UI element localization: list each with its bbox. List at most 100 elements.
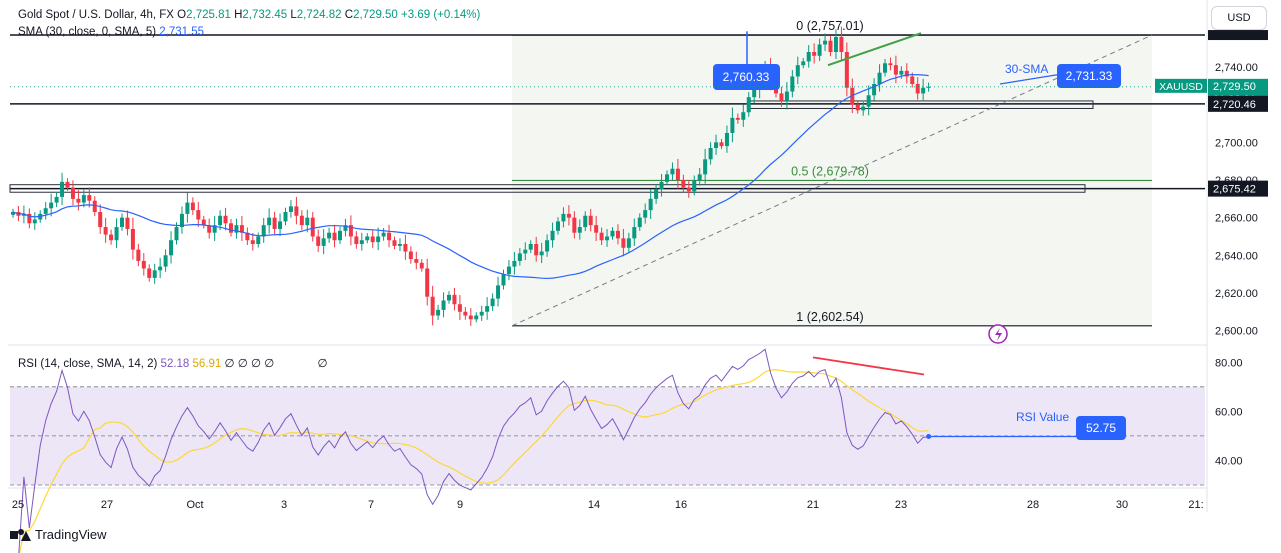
time-tick-label: 28: [1027, 499, 1039, 511]
rsi-legend-extra-5: ∅: [317, 358, 328, 370]
candle-body: [752, 89, 757, 98]
sma-annotation: 30-SMA: [1005, 62, 1048, 76]
symbol-tag: [1155, 78, 1207, 93]
candle-body: [196, 210, 201, 220]
candle-body: [457, 304, 462, 312]
tradingview-logo[interactable]: TradingView: [10, 527, 107, 542]
candle-body: [523, 249, 528, 254]
candle-body: [114, 227, 119, 241]
candle-body: [234, 225, 239, 233]
rsi-panel: RSI Value 52.75: [18, 348, 1126, 553]
candle-body: [517, 253, 522, 261]
candle-body: [278, 221, 283, 229]
candle-body: [316, 236, 321, 246]
candle-body: [365, 236, 370, 241]
candle-body: [583, 215, 588, 228]
ohlc-low: L2,724.82: [290, 9, 342, 21]
candle-body: [512, 260, 517, 267]
candle-body: [697, 174, 702, 180]
candle-body: [179, 213, 184, 228]
sma-legend[interactable]: SMA (30, close, 0, SMA, 5) 2,731.55: [18, 26, 204, 38]
candle-body: [174, 227, 179, 241]
candle-body: [572, 217, 577, 233]
candle-body: [49, 202, 54, 209]
candle-body: [338, 230, 342, 241]
time-tick-label: 27: [101, 499, 113, 511]
candle-body: [27, 213, 32, 224]
candle-body: [207, 225, 212, 233]
candle-body: [92, 200, 97, 212]
candle-body: [147, 268, 152, 278]
candle-body: [436, 309, 441, 316]
rsi-annotation: RSI Value: [1016, 410, 1069, 424]
candle-body: [397, 244, 402, 246]
candle-body: [566, 213, 571, 218]
symbol-tag-text: XAUUSD: [1159, 81, 1203, 93]
candle-body: [692, 180, 697, 192]
time-tick-label: 25: [12, 499, 24, 511]
ohlc-change: +3.69 (+0.14%): [401, 9, 481, 21]
price-tick-label: 2,740.00: [1215, 62, 1258, 74]
candle-body: [43, 208, 48, 214]
candle-body: [528, 244, 533, 250]
price-tick-label: 2,640.00: [1215, 250, 1258, 262]
candle-body: [430, 296, 435, 316]
time-tick-label: 23: [895, 499, 907, 511]
candle-body: [468, 315, 473, 320]
price-higher-high-line: [827, 32, 922, 67]
candle-body: [795, 65, 800, 77]
axes: 2,600.002,620.002,640.002,660.002,680.00…: [12, 30, 1268, 511]
candle-body: [910, 76, 915, 84]
candle-body: [594, 225, 599, 233]
candle-body: [408, 251, 413, 260]
candle-body: [70, 187, 75, 199]
candle-body: [561, 213, 566, 222]
tradingview-logo-text: TradingView: [35, 527, 107, 542]
ohlc-close: C2,729.50: [344, 9, 398, 21]
rsi-legend[interactable]: RSI (14, close, SMA, 14, 2) 52.18 56.91 …: [18, 356, 327, 370]
candle-body: [790, 76, 795, 92]
candle-body: [577, 227, 582, 233]
price-tick-label: 2,600.00: [1215, 326, 1258, 338]
candle-body: [158, 266, 163, 271]
candle-body: [648, 198, 653, 211]
currency-button[interactable]: USD: [1211, 6, 1267, 30]
rsi-line: [18, 348, 929, 553]
fib-level-label: 0.5 (2,679.78): [791, 164, 869, 178]
candle-body: [327, 232, 332, 239]
candle-body: [125, 217, 130, 229]
candle-body: [245, 232, 250, 241]
candle-body: [332, 232, 337, 241]
chart-title[interactable]: Gold Spot / U.S. Dollar, 4h, FX: [18, 9, 174, 21]
callout-box: [713, 64, 780, 90]
candle-body: [681, 180, 686, 188]
candle-body: [615, 230, 620, 239]
candle-body: [354, 236, 359, 244]
candle-body: [605, 236, 610, 241]
time-tick-label: 14: [588, 499, 600, 511]
rsi-divergence-line: [812, 356, 925, 376]
candle-body: [708, 148, 713, 160]
candle-body: [447, 294, 451, 301]
candle-body: [654, 189, 659, 199]
rsi-legend-extra-3: ∅: [250, 358, 262, 370]
ohlc-high: H2,732.45: [234, 9, 288, 21]
candle-body: [746, 97, 751, 113]
candle-body: [212, 225, 217, 233]
chart-header: Gold Spot / U.S. Dollar, 4h, FX O2,725.8…: [18, 9, 480, 21]
candle-body: [87, 195, 92, 201]
candle-body: [610, 230, 615, 237]
candle-body: [833, 36, 838, 52]
candle-body: [844, 52, 849, 88]
candle-body: [272, 217, 277, 229]
candle-body: [632, 227, 637, 239]
candle-body: [866, 95, 871, 107]
candle-body: [926, 86, 931, 88]
candle-body: [474, 315, 479, 320]
callout-value: 2,760.33: [723, 70, 770, 84]
fib-level-label: 1 (2,602.54): [796, 310, 863, 324]
candle-body: [921, 87, 926, 94]
time-tick-label: Oct: [186, 499, 203, 511]
candle-body: [130, 228, 135, 250]
candle-body: [185, 202, 190, 214]
